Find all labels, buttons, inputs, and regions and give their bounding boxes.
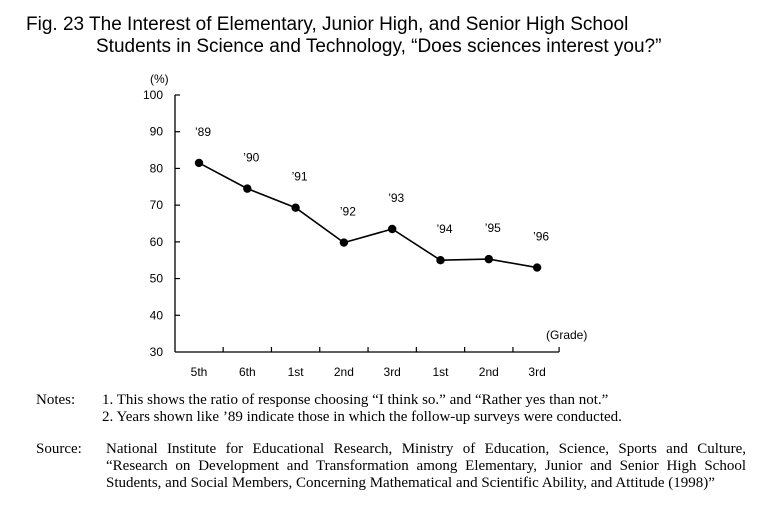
x-tick-label: 1st bbox=[432, 365, 449, 379]
chart-axes bbox=[174, 95, 560, 353]
x-axis-label: (Grade) bbox=[546, 328, 587, 342]
point-label: ’94 bbox=[436, 222, 452, 236]
data-point bbox=[484, 254, 493, 264]
point-label: ’96 bbox=[533, 230, 549, 244]
y-tick-label: 100 bbox=[143, 88, 163, 102]
y-tick-label: 40 bbox=[150, 308, 164, 322]
chart-title: Fig. 23 The Interest of Elementary, Juni… bbox=[26, 14, 661, 58]
x-tick-label: 3rd bbox=[528, 365, 545, 379]
y-axis-unit: (%) bbox=[150, 72, 169, 86]
y-tick-label: 60 bbox=[150, 235, 164, 249]
x-tick-label: 3rd bbox=[384, 365, 401, 379]
line-chart: 30 40 50 60 70 80 90 100 5th 6th 1st 2nd 3rd 1st 2nd 3… bbox=[143, 72, 587, 379]
notes: Notes: 1. This shows the ratio of respon… bbox=[36, 392, 622, 426]
data-point bbox=[532, 263, 542, 272]
note-item-1: 1. This shows the ratio of response choo… bbox=[102, 392, 609, 408]
y-tick-label: 30 bbox=[150, 345, 164, 359]
source-heading: Source: bbox=[36, 441, 82, 457]
point-label: ’90 bbox=[243, 151, 259, 165]
point-label: ’92 bbox=[340, 205, 356, 219]
x-tick-label: 1st bbox=[288, 365, 305, 379]
point-label: ’95 bbox=[485, 221, 501, 235]
x-tick-label: 2nd bbox=[479, 365, 499, 379]
data-point bbox=[243, 184, 252, 193]
y-tick-label: 80 bbox=[150, 161, 164, 175]
source-note: Source: National Institute for Education… bbox=[36, 441, 746, 492]
point-label: ’91 bbox=[292, 170, 308, 184]
y-tick-label: 90 bbox=[150, 125, 164, 139]
data-points bbox=[194, 158, 542, 272]
y-axis-ticks: 30 40 50 60 70 80 90 100 bbox=[143, 88, 180, 359]
point-label: ’93 bbox=[388, 191, 404, 205]
point-labels: ’89 ’90 ’91 ’92 ’93 ’94 ’95 ’96 bbox=[195, 125, 549, 244]
y-tick-label: 70 bbox=[150, 198, 164, 212]
x-tick-label: 2nd bbox=[334, 365, 354, 379]
notes-heading: Notes: bbox=[36, 392, 76, 408]
note-item-2: 2. Years shown like ’89 indicate those i… bbox=[102, 409, 622, 425]
data-point bbox=[388, 224, 397, 234]
point-label: ’89 bbox=[195, 125, 211, 139]
data-point bbox=[291, 203, 300, 212]
x-axis-tick-labels: 5th 6th 1st 2nd 3rd 1st 2nd 3rd bbox=[191, 365, 546, 379]
x-tick-label: 6th bbox=[239, 365, 256, 379]
source-text: National Institute for Educational Resea… bbox=[106, 441, 746, 491]
data-point bbox=[339, 238, 349, 247]
series-line bbox=[198, 162, 538, 269]
data-point bbox=[436, 256, 445, 265]
y-tick-label: 50 bbox=[150, 272, 164, 286]
title-line-2: Students in Science and Technology, “Doe… bbox=[96, 36, 662, 57]
data-point bbox=[194, 158, 204, 168]
title-line-1: Fig. 23 The Interest of Elementary, Juni… bbox=[26, 14, 629, 35]
x-tick-label: 5th bbox=[191, 365, 208, 379]
